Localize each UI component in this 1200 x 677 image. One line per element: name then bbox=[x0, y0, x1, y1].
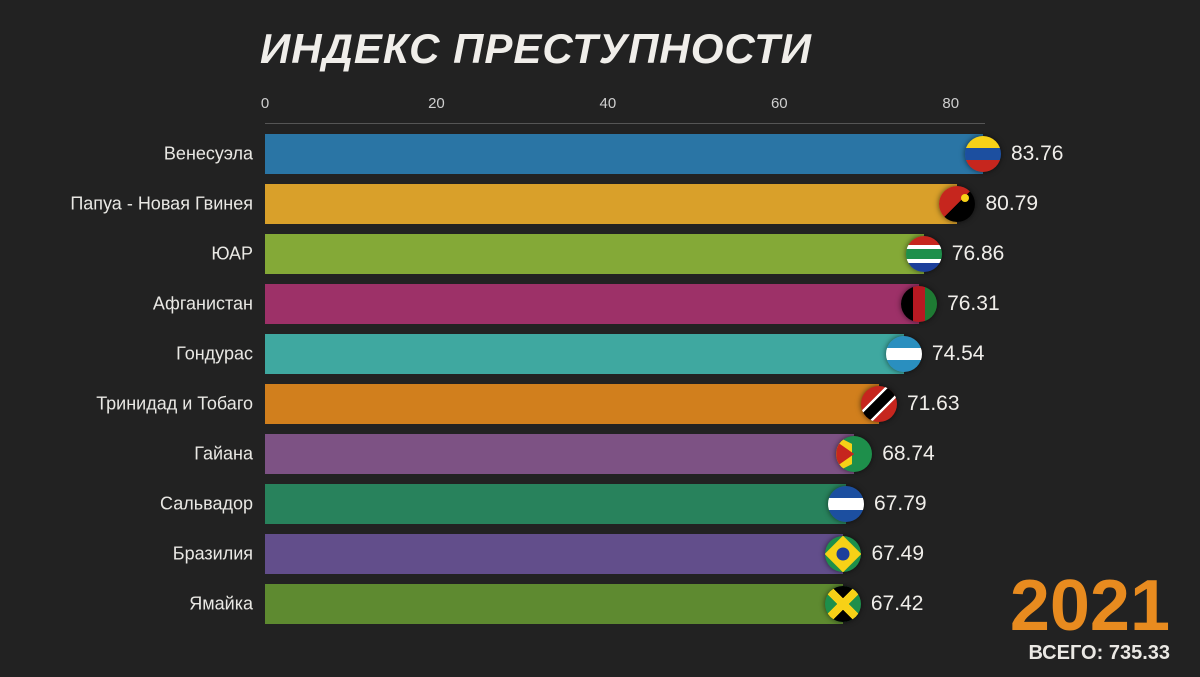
flag-icon bbox=[861, 386, 897, 422]
bar-row: ЮАР76.86 bbox=[265, 230, 985, 278]
bar-value: 67.49 bbox=[871, 542, 924, 566]
total-label: ВСЕГО: 735.33 bbox=[1029, 642, 1171, 665]
country-label: Венесуэла bbox=[164, 144, 253, 165]
bar-value: 76.31 bbox=[947, 292, 1000, 316]
bar-value: 67.42 bbox=[871, 592, 924, 616]
bar-value: 80.79 bbox=[985, 192, 1038, 216]
bar-value: 83.76 bbox=[1011, 142, 1064, 166]
axis-tick: 0 bbox=[261, 95, 269, 112]
bar-value: 76.86 bbox=[952, 242, 1005, 266]
bar bbox=[265, 134, 983, 174]
bars-container: Венесуэла83.76Папуа - Новая Гвинея80.79Ю… bbox=[265, 130, 985, 630]
flag-icon bbox=[836, 436, 872, 472]
country-label: ЮАР bbox=[211, 244, 253, 265]
flag-icon bbox=[886, 336, 922, 372]
flag-icon bbox=[825, 536, 861, 572]
bar bbox=[265, 534, 843, 574]
bar-value: 71.63 bbox=[907, 392, 960, 416]
axis-baseline bbox=[265, 123, 985, 124]
axis-tick: 60 bbox=[771, 95, 788, 112]
bar-row: Папуа - Новая Гвинея80.79 bbox=[265, 180, 985, 228]
bar-row: Сальвадор67.79 bbox=[265, 480, 985, 528]
bar bbox=[265, 184, 957, 224]
flag-icon bbox=[965, 136, 1001, 172]
bar bbox=[265, 234, 924, 274]
country-label: Тринидад и Тобаго bbox=[96, 394, 253, 415]
bar-row: Бразилия67.49 bbox=[265, 530, 985, 578]
country-label: Афганистан bbox=[153, 294, 253, 315]
bar-row: Гондурас74.54 bbox=[265, 330, 985, 378]
bar-row: Тринидад и Тобаго71.63 bbox=[265, 380, 985, 428]
flag-icon bbox=[828, 486, 864, 522]
bar bbox=[265, 284, 919, 324]
bar bbox=[265, 434, 854, 474]
country-label: Гондурас bbox=[176, 344, 253, 365]
country-label: Сальвадор bbox=[160, 494, 253, 515]
bar-row: Ямайка67.42 bbox=[265, 580, 985, 628]
year-label: 2021 bbox=[1010, 570, 1170, 642]
total-value: 735.33 bbox=[1109, 642, 1170, 664]
bar-value: 68.74 bbox=[882, 442, 935, 466]
total-prefix: ВСЕГО: bbox=[1029, 642, 1104, 664]
bar-row: Венесуэла83.76 bbox=[265, 130, 985, 178]
chart-title: ИНДЕКС ПРЕСТУПНОСТИ bbox=[260, 25, 812, 73]
bar bbox=[265, 584, 843, 624]
bar bbox=[265, 334, 904, 374]
country-label: Папуа - Новая Гвинея bbox=[70, 194, 253, 215]
axis-tick: 20 bbox=[428, 95, 445, 112]
bar-value: 67.79 bbox=[874, 492, 927, 516]
flag-icon bbox=[906, 236, 942, 272]
axis-tick: 40 bbox=[600, 95, 617, 112]
bar-value: 74.54 bbox=[932, 342, 985, 366]
x-axis: 020406080 bbox=[265, 95, 985, 125]
bar bbox=[265, 484, 846, 524]
bar bbox=[265, 384, 879, 424]
country-label: Гайана bbox=[194, 444, 253, 465]
bar-row: Афганистан76.31 bbox=[265, 280, 985, 328]
flag-icon bbox=[901, 286, 937, 322]
bar-row: Гайана68.74 bbox=[265, 430, 985, 478]
flag-icon bbox=[939, 186, 975, 222]
axis-tick: 80 bbox=[942, 95, 959, 112]
flag-icon bbox=[825, 586, 861, 622]
country-label: Бразилия bbox=[173, 544, 253, 565]
country-label: Ямайка bbox=[189, 594, 253, 615]
chart-area: 020406080 Венесуэла83.76Папуа - Новая Гв… bbox=[265, 95, 985, 625]
